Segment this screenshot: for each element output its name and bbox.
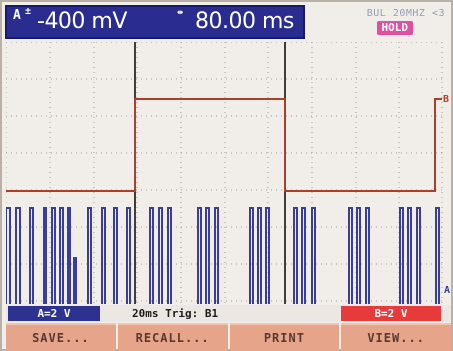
time-readout: 80.00 ms xyxy=(195,9,294,34)
timebase-trigger: 20ms Trig: B1 xyxy=(132,307,219,320)
print-button[interactable]: PRINT xyxy=(229,323,340,351)
trace-a xyxy=(6,207,440,304)
view-button[interactable]: VIEW... xyxy=(341,323,451,351)
info-bar: A=2 V 20ms Trig: B1 B=2 V xyxy=(6,305,451,322)
time-delta-icon: ⇹ xyxy=(177,7,184,18)
softkey-bar: SAVE... RECALL... PRINT VIEW... xyxy=(6,323,451,351)
recall-button[interactable]: RECALL... xyxy=(117,323,228,351)
hold-badge[interactable]: HOLD xyxy=(376,21,413,35)
channel-b-range[interactable]: B=2 V xyxy=(341,306,441,321)
amplitude-icon: ± xyxy=(25,6,32,17)
trace-b xyxy=(6,98,442,192)
channel-a-letter: A xyxy=(13,8,21,23)
status-text: BUL 20MHZ <3 xyxy=(366,8,445,19)
channel-a-range[interactable]: A=2 V xyxy=(8,306,100,321)
amplitude-readout: -400 mV xyxy=(37,9,127,34)
scope-display: B A xyxy=(6,42,450,304)
graticule xyxy=(6,42,443,304)
save-button[interactable]: SAVE... xyxy=(6,323,116,351)
trace-a-marker: A xyxy=(444,285,451,296)
trace-b-marker: B xyxy=(443,94,450,105)
cursor-readout-bar: A ± -400 mV ⇹ 80.00 ms xyxy=(5,5,305,39)
